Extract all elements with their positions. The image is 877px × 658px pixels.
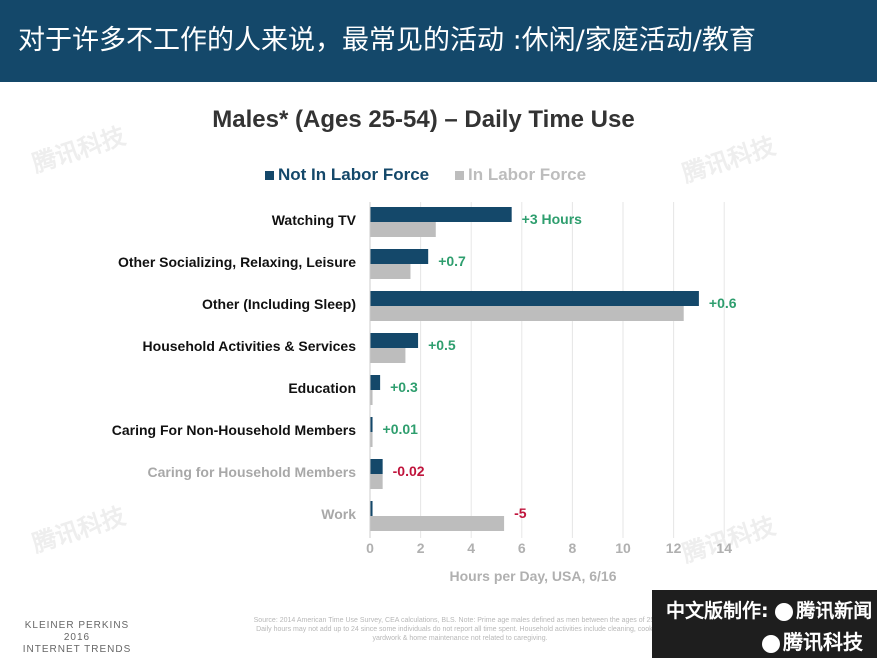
x-tick-label: 0: [366, 540, 374, 556]
difference-annotation: -5: [514, 505, 527, 521]
x-tick-label: 4: [467, 540, 475, 556]
legend-not-in-labor-force: Not In Labor Force: [265, 165, 429, 185]
bar-in-labor-force: [370, 474, 383, 489]
category-label: Work: [321, 506, 356, 522]
producer-badge: 中文版制作: 腾讯新闻 腾讯科技: [652, 590, 877, 658]
kpcb-brand: KLEINER PERKINS 2016 INTERNET TRENDS: [12, 620, 142, 656]
bar-not-in-labor-force: [370, 417, 373, 432]
category-label: Other Socializing, Relaxing, Leisure: [118, 254, 356, 270]
x-tick-label: 8: [569, 540, 577, 556]
brand-line: 2016: [63, 632, 91, 643]
x-tick-label: 14: [716, 540, 732, 556]
category-label: Household Activities & Services: [143, 338, 357, 354]
difference-annotation: +3 Hours: [522, 211, 583, 227]
difference-annotation: -0.02: [393, 463, 425, 479]
difference-annotation: +0.6: [709, 295, 737, 311]
legend-label: Not In Labor Force: [278, 165, 430, 184]
badge-brand-2: 腾讯科技: [783, 630, 863, 654]
brand-line: KLEINER PERKINS: [24, 620, 130, 631]
bar-not-in-labor-force: [370, 249, 429, 264]
header-bar: 对于许多不工作的人来说，最常见的活动 :休闲/家庭活动/教育: [0, 0, 877, 82]
brand-line: INTERNET TRENDS: [22, 644, 132, 655]
tencent-news-logo-icon: [775, 602, 794, 621]
bar-not-in-labor-force: [370, 333, 419, 348]
category-label: Watching TV: [272, 212, 357, 228]
source-note: Source: 2014 American Time Use Survey, C…: [253, 617, 667, 642]
bar-in-labor-force: [370, 306, 684, 321]
category-label: Other (Including Sleep): [202, 296, 356, 312]
bar-not-in-labor-force: [370, 375, 381, 390]
category-label: Caring for Household Members: [148, 464, 357, 480]
badge-line-1: 中文版制作: 腾讯新闻: [666, 596, 872, 623]
difference-annotation: +0.5: [428, 337, 456, 353]
x-axis-title: Hours per Day, USA, 6/16: [449, 568, 616, 584]
legend-swatch: [265, 171, 274, 181]
legend-swatch: [455, 171, 464, 181]
page-title: 对于许多不工作的人来说，最常见的活动 :休闲/家庭活动/教育: [18, 25, 756, 56]
difference-annotation: +0.7: [438, 253, 466, 269]
x-tick-label: 12: [666, 540, 682, 556]
difference-annotation: +0.3: [390, 379, 418, 395]
tencent-tech-logo-icon: [762, 634, 780, 653]
legend-label: In Labor Force: [468, 165, 587, 184]
legend-in-labor-force: In Labor Force: [455, 165, 586, 185]
bar-in-labor-force: [370, 264, 411, 279]
bar-not-in-labor-force: [370, 459, 383, 474]
badge-prefix: 中文版制作:: [666, 600, 769, 622]
category-label: Caring For Non-Household Members: [112, 422, 356, 438]
badge-line-2: 腾讯科技: [762, 626, 863, 655]
badge-brand: 腾讯新闻: [796, 600, 873, 622]
bar-in-labor-force: [370, 516, 505, 531]
bar-in-labor-force: [370, 348, 406, 363]
bar-in-labor-force: [370, 432, 373, 447]
bar-in-labor-force: [370, 390, 373, 405]
bar-not-in-labor-force: [370, 207, 512, 222]
difference-annotation: +0.01: [383, 421, 419, 437]
chart-title: Males* (Ages 25-54) – Daily Time Use: [212, 106, 635, 133]
bar-not-in-labor-force: [370, 501, 373, 516]
x-tick-label: 2: [417, 540, 425, 556]
x-tick-label: 10: [615, 540, 631, 556]
bar-in-labor-force: [370, 222, 436, 237]
bar-not-in-labor-force: [370, 291, 699, 306]
x-tick-label: 6: [518, 540, 526, 556]
category-label: Education: [288, 380, 356, 396]
